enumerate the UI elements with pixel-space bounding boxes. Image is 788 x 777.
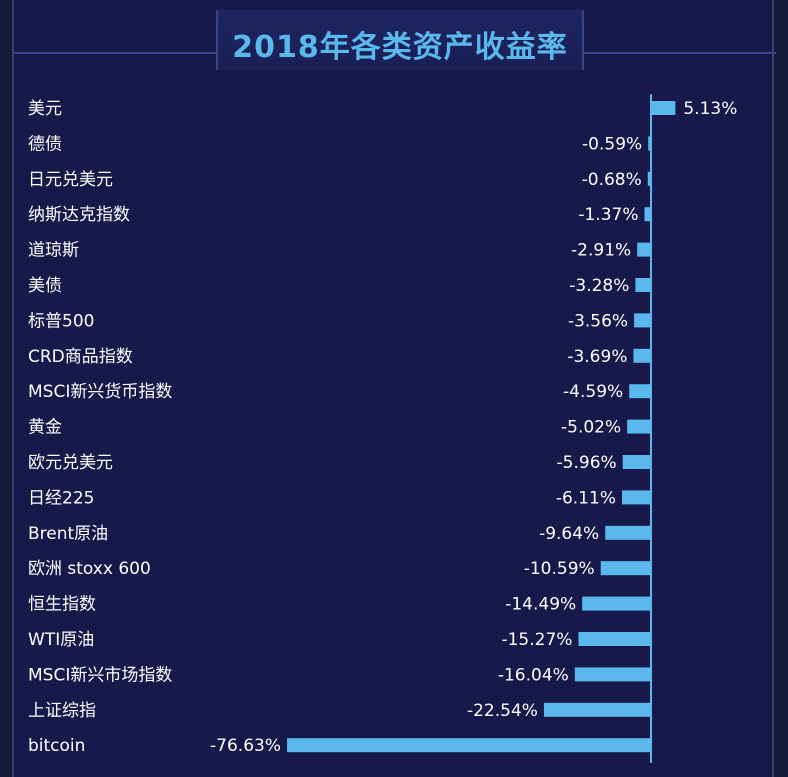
- category-label: CRD商品指数: [28, 347, 133, 367]
- category-label: MSCI新兴市场指数: [28, 665, 172, 685]
- category-label: 标普500: [28, 311, 94, 331]
- bar: [647, 171, 651, 186]
- bar: [635, 278, 651, 292]
- category-label: 纳斯达克指数: [28, 205, 130, 225]
- category-label: 德债: [28, 134, 62, 154]
- chart-title: 2018年各类资产收益率: [232, 30, 568, 65]
- category-label: 道琼斯: [28, 241, 79, 261]
- bar: [543, 702, 651, 717]
- category-label: 日经225: [28, 488, 94, 508]
- value-label: -0.59%: [582, 134, 642, 154]
- title-band: 2018年各类资产收益率: [14, 0, 776, 80]
- value-label: -4.59%: [563, 382, 623, 402]
- value-label: -5.96%: [557, 453, 617, 473]
- title-plate: [216, 10, 584, 70]
- category-label: 美债: [28, 276, 62, 296]
- bar: [644, 207, 651, 222]
- value-label: -16.04%: [498, 665, 569, 685]
- bar: [574, 667, 651, 682]
- bar: [651, 101, 676, 115]
- value-label: -3.28%: [569, 276, 629, 296]
- bar: [582, 596, 651, 611]
- value-label: -22.54%: [467, 701, 538, 721]
- value-label: -2.91%: [571, 241, 631, 261]
- bar: [605, 525, 651, 540]
- category-label: 上证综指: [28, 701, 96, 721]
- bar: [633, 348, 651, 363]
- value-label: -1.37%: [578, 205, 638, 225]
- title-divider-right: [580, 52, 776, 54]
- bar: [578, 632, 651, 646]
- category-label: 日元兑美元: [28, 170, 113, 190]
- value-label: -15.27%: [501, 630, 572, 650]
- category-label: MSCI新兴货币指数: [28, 382, 172, 402]
- category-label: bitcoin: [28, 736, 85, 756]
- value-label: -0.68%: [582, 170, 642, 190]
- value-label: -5.02%: [561, 418, 621, 438]
- bar: [637, 242, 651, 257]
- bar: [629, 384, 651, 399]
- value-label: -6.11%: [556, 488, 616, 508]
- value-label: -3.56%: [568, 311, 628, 331]
- value-label: 5.13%: [683, 99, 737, 119]
- bar: [600, 561, 651, 576]
- title-divider-left: [14, 52, 216, 54]
- category-label: WTI原油: [28, 630, 94, 650]
- category-label: 欧元兑美元: [28, 453, 113, 473]
- category-label: Brent原油: [28, 524, 108, 544]
- bar: [622, 455, 651, 469]
- bar: [634, 313, 651, 328]
- bar: [287, 738, 651, 753]
- bar: [621, 490, 651, 505]
- category-label: 黄金: [28, 418, 62, 438]
- bar: [627, 419, 651, 434]
- value-label: -3.69%: [567, 347, 627, 367]
- bar: [648, 136, 651, 151]
- value-label: -14.49%: [505, 595, 576, 615]
- category-label: 美元: [28, 99, 62, 119]
- category-label: 恒生指数: [28, 595, 96, 615]
- value-label: -9.64%: [539, 524, 599, 544]
- value-label: -76.63%: [210, 736, 281, 756]
- value-label: -10.59%: [524, 559, 595, 579]
- category-label: 欧洲 stoxx 600: [28, 559, 151, 579]
